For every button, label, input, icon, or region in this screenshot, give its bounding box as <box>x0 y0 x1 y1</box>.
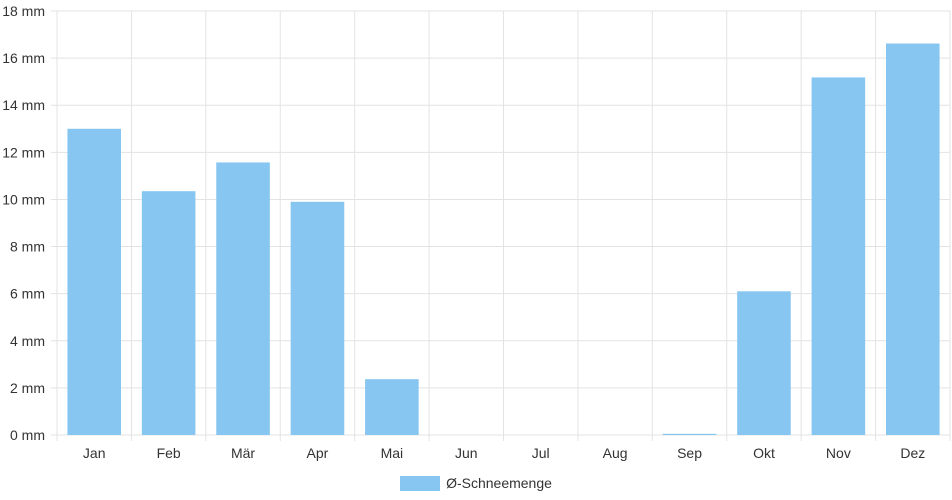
y-tick-label: 2 mm <box>10 380 45 396</box>
y-tick-label: 12 mm <box>2 144 45 160</box>
x-tick-label: Jan <box>83 445 106 461</box>
x-tick-label: Feb <box>157 445 181 461</box>
bar-chart: 0 mm 2 mm 4 mm 6 mm 8 mm 10 mm 12 mm 14 mm 16 mm… <box>2 3 951 461</box>
x-tick-label: Apr <box>307 445 329 461</box>
legend-swatch <box>400 475 441 491</box>
y-tick-label: 18 mm <box>2 3 45 19</box>
x-tick-label: Jun <box>455 445 478 461</box>
x-tick-label: Nov <box>826 445 851 461</box>
bar-nov[interactable] <box>811 77 866 435</box>
bar-mär[interactable] <box>216 162 270 435</box>
legend[interactable]: Ø-Schneemenge <box>0 471 952 495</box>
y-axis-tick-labels: 0 mm 2 mm 4 mm 6 mm 8 mm 10 mm 12 mm 14 mm 16 mm… <box>2 3 45 443</box>
x-tick-label: Sep <box>677 445 702 461</box>
bar-sep[interactable] <box>662 433 717 435</box>
bar-okt[interactable] <box>737 291 791 435</box>
bar-feb[interactable] <box>141 191 196 435</box>
y-tick-label: 8 mm <box>10 239 45 255</box>
x-tick-label: Aug <box>603 445 628 461</box>
legend-label: Ø-Schneemenge <box>446 475 552 491</box>
x-tick-label: Okt <box>753 445 775 461</box>
bar-jan[interactable] <box>67 128 121 435</box>
y-tick-label: 4 mm <box>10 333 45 349</box>
bar-apr[interactable] <box>290 201 345 435</box>
y-tick-label: 10 mm <box>2 191 45 207</box>
bars <box>67 43 940 436</box>
x-axis-tick-labels: Jan Feb Mär Apr Mai Jun Jul Aug Sep Okt Nov Dez <box>83 445 925 461</box>
x-tick-label: Dez <box>900 445 925 461</box>
x-tick-label: Mai <box>381 445 404 461</box>
y-tick-label: 6 mm <box>10 286 45 302</box>
bar-mai[interactable] <box>365 379 419 435</box>
y-tick-label: 0 mm <box>10 427 45 443</box>
x-tick-label: Jul <box>532 445 550 461</box>
grid-lines <box>51 10 951 441</box>
bar-dez[interactable] <box>886 43 940 436</box>
y-tick-label: 16 mm <box>2 50 45 66</box>
x-tick-label: Mär <box>231 445 255 461</box>
y-tick-label: 14 mm <box>2 97 45 113</box>
